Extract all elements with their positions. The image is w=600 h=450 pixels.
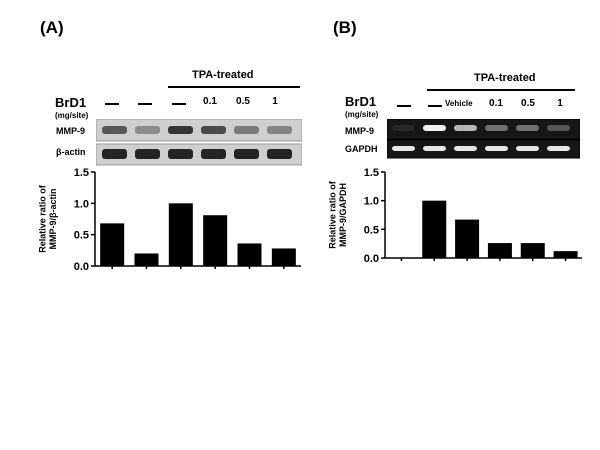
gapdh-band-b-6 <box>547 146 570 151</box>
chart-b-bar-3 <box>455 219 480 258</box>
tpa-treated-label-a: TPA-treated <box>192 69 254 81</box>
lane-label-b5: 0.5 <box>521 98 535 109</box>
chart-a-bar-5 <box>237 243 262 266</box>
tpa-treated-label-b: TPA-treated <box>474 72 536 84</box>
lane-label-a5: 0.5 <box>236 96 250 107</box>
brd1-label-a: BrD1 <box>55 95 87 110</box>
lane-dash-a1 <box>105 103 119 105</box>
chart-b-ytick-label-0: 0.0 <box>364 253 379 265</box>
lane-dash-b1 <box>397 105 411 107</box>
gel-image-b <box>387 119 580 159</box>
blot-label-actin-a: β-actin <box>56 147 86 157</box>
blot-label-mmp9-a: MMP-9 <box>56 126 85 136</box>
chart-a-ytick-label-3: 1.5 <box>74 167 89 179</box>
mmp9-band-b-5 <box>516 125 539 131</box>
gapdh-band-b-1 <box>392 146 415 151</box>
mmp9-band-a-4 <box>201 126 226 134</box>
actin-band-a-1 <box>102 149 127 159</box>
lane-dash-b2 <box>428 105 442 107</box>
chart-a-ytick-label-1: 0.5 <box>74 230 89 242</box>
chart-a-ytick-label-0: 0.0 <box>74 261 89 273</box>
chart-b-ylabel: Relative ratio ofMMP-9/GAPDH <box>327 180 347 249</box>
chart-a-bar-4 <box>203 215 228 266</box>
dose-unit-label-a: (mg/site) <box>55 111 89 120</box>
mmp9-band-a-3 <box>168 126 193 134</box>
chart-b-bar-4 <box>487 243 512 258</box>
chart-a-bar-2 <box>134 253 159 266</box>
lane-label-a4: 0.1 <box>203 96 217 107</box>
chart-a-ylabel: Relative ratio ofMMP-9/β-actin <box>37 184 57 253</box>
mmp9-band-b-6 <box>547 125 570 131</box>
bar-chart-a: 0.0 0.5 1.0 1.5 Relative ratio ofMMP-9/β-act… <box>37 167 301 273</box>
mmp9-band-a-5 <box>234 126 259 134</box>
blot-label-mmp9-b: MMP-9 <box>345 126 374 136</box>
gapdh-band-b-3 <box>454 146 477 151</box>
chart-b-ytick-label-3: 1.5 <box>364 167 379 179</box>
lane-label-a6: 1 <box>272 96 278 107</box>
gapdh-band-b-5 <box>516 146 539 151</box>
lane-label-b3: Vehicle <box>445 99 473 108</box>
mmp9-band-b-3 <box>454 125 477 131</box>
chart-b-bar-2 <box>422 200 447 258</box>
chart-a-bar-1 <box>100 223 125 266</box>
lane-label-b4: 0.1 <box>489 98 503 109</box>
bar-chart-b: 0.0 0.5 1.0 1.5 Relative ratio ofMMP-9/GAPDH <box>327 167 582 265</box>
actin-band-a-5 <box>234 149 259 159</box>
chart-a-ytick-label-2: 1.0 <box>74 198 89 210</box>
tpa-bracket-line-b <box>427 89 575 91</box>
mmp9-band-a-6 <box>267 126 292 134</box>
chart-b-ytick-label-2: 1.0 <box>364 196 379 208</box>
mmp9-band-b-1 <box>392 125 415 131</box>
actin-band-a-2 <box>135 149 160 159</box>
mmp9-band-b-4 <box>485 125 508 131</box>
lane-dash-a3 <box>172 103 186 105</box>
mmp9-band-b-2 <box>423 125 446 131</box>
chart-b-bar-6 <box>553 251 578 258</box>
actin-band-a-3 <box>168 149 193 159</box>
lane-dash-a2 <box>138 103 152 105</box>
mmp9-band-a-2 <box>135 126 160 134</box>
chart-a-bar-6 <box>271 248 296 266</box>
chart-a-bar-3 <box>168 203 193 266</box>
western-blot-a <box>96 119 302 166</box>
chart-b-bar-5 <box>520 243 545 258</box>
gapdh-band-b-2 <box>423 146 446 151</box>
actin-band-a-6 <box>267 149 292 159</box>
lane-label-b6: 1 <box>557 98 563 109</box>
gapdh-band-b-4 <box>485 146 508 151</box>
actin-band-a-4 <box>201 149 226 159</box>
dose-unit-label-b: (mg/site) <box>345 110 379 119</box>
mmp9-band-a-1 <box>102 126 127 134</box>
brd1-label-b: BrD1 <box>345 94 377 109</box>
blot-label-gapdh-b: GAPDH <box>345 144 378 154</box>
tpa-bracket-line-a <box>168 86 300 88</box>
chart-b-ytick-label-1: 0.5 <box>364 224 379 236</box>
panel-a-label: (A) <box>40 18 64 37</box>
panel-b-label: (B) <box>333 18 357 37</box>
